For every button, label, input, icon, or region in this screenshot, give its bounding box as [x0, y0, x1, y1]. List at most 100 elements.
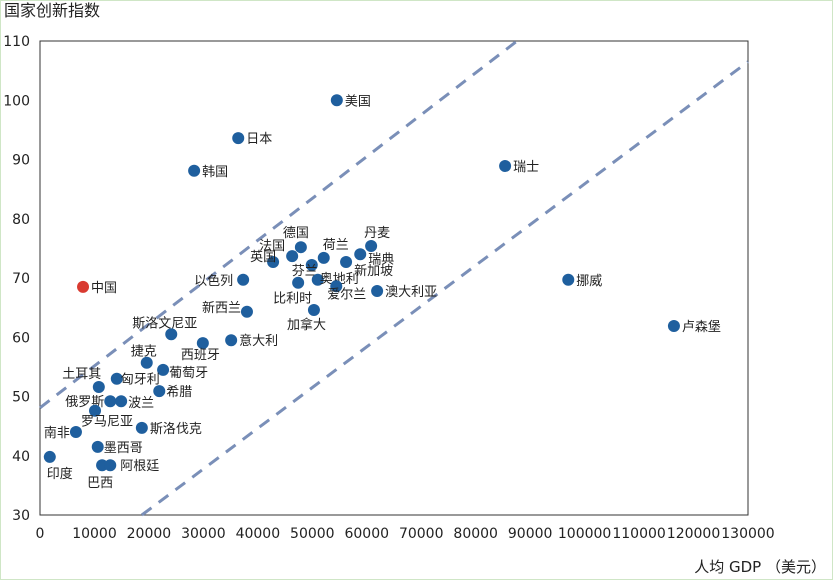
point-label: 芬兰 — [292, 264, 318, 279]
data-point: 德国 — [283, 226, 309, 254]
point-marker — [267, 256, 280, 269]
x-tick-label: 20000 — [127, 526, 172, 542]
data-point: 英国 — [250, 250, 299, 265]
data-point: 土耳其 — [62, 367, 105, 394]
data-point: 澳大利亚 — [371, 284, 437, 300]
point-marker — [153, 385, 166, 398]
data-point: 美国 — [330, 94, 371, 109]
point-label: 丹麦 — [364, 226, 390, 241]
point-marker — [232, 132, 245, 145]
point-label: 德国 — [283, 226, 309, 241]
point-label: 墨西哥 — [104, 441, 143, 456]
x-tick-label: 50000 — [290, 526, 335, 542]
point-marker — [292, 276, 305, 289]
point-label: 葡萄牙 — [169, 366, 208, 381]
point-label: 卢森堡 — [682, 319, 721, 335]
point-label: 荷兰 — [323, 238, 349, 253]
data-point: 挪威 — [562, 273, 602, 289]
data-point: 韩国 — [188, 164, 228, 180]
data-point: 以色列 — [194, 273, 250, 289]
point-marker — [115, 395, 128, 408]
point-label: 南非 — [44, 425, 70, 441]
y-tick-label: 90 — [12, 153, 30, 169]
y-tick-label: 50 — [12, 390, 30, 406]
data-point: 西班牙 — [181, 337, 220, 363]
point-marker — [140, 356, 153, 369]
point-label: 瑞典 — [368, 252, 394, 267]
point-label: 巴西 — [87, 476, 113, 491]
data-point: 日本 — [232, 132, 272, 147]
data-point: 波兰 — [115, 395, 154, 411]
point-label: 斯洛伐克 — [150, 422, 202, 437]
point-marker — [240, 305, 253, 318]
data-point: 瑞士 — [499, 160, 539, 175]
y-tick-label: 80 — [12, 212, 30, 228]
data-point: 匈牙利 — [110, 372, 160, 388]
x-tick-label: 90000 — [508, 526, 553, 542]
x-axis-title: 人均 GDP （美元） — [694, 558, 826, 576]
point-marker — [91, 440, 104, 453]
point-marker — [92, 381, 105, 394]
x-tick-label: 100000 — [558, 526, 611, 542]
point-marker — [225, 334, 238, 347]
point-marker — [157, 363, 170, 376]
point-label: 波兰 — [128, 396, 154, 411]
data-point: 捷克 — [131, 345, 157, 369]
data-point: 奥地利 — [311, 272, 359, 287]
y-tick-label: 30 — [12, 508, 30, 524]
point-marker — [110, 372, 123, 385]
point-marker — [317, 251, 330, 264]
data-point: 比利时 — [273, 276, 312, 307]
point-marker — [371, 285, 384, 298]
x-tick-label: 80000 — [453, 526, 498, 542]
point-marker — [562, 273, 575, 286]
point-marker — [188, 164, 201, 177]
data-point: 丹麦 — [364, 226, 390, 253]
x-tick-label: 10000 — [72, 526, 117, 542]
x-tick-label: 60000 — [344, 526, 389, 542]
x-tick-label: 110000 — [612, 526, 665, 542]
point-marker — [667, 319, 680, 332]
x-tick-label: 0 — [36, 526, 45, 542]
point-label: 挪威 — [576, 274, 602, 289]
point-label: 澳大利亚 — [385, 284, 437, 300]
data-point: 南非 — [44, 425, 82, 441]
data-point: 中国 — [77, 280, 117, 296]
point-marker — [340, 256, 353, 269]
point-marker — [77, 280, 90, 293]
y-tick-label: 70 — [12, 271, 30, 287]
point-marker — [165, 328, 178, 341]
x-tick-label: 40000 — [236, 526, 281, 542]
data-point: 芬兰 — [292, 258, 318, 279]
x-tick-label: 30000 — [181, 526, 226, 542]
data-point: 意大利 — [225, 333, 278, 349]
point-marker — [237, 273, 250, 286]
data-point: 新西兰 — [202, 300, 253, 318]
point-label: 罗马尼亚 — [81, 415, 133, 430]
point-label: 中国 — [91, 281, 117, 296]
point-label: 英国 — [250, 250, 276, 265]
data-point: 罗马尼亚 — [81, 404, 133, 430]
data-point: 斯洛文尼亚 — [132, 316, 197, 341]
point-label: 美国 — [345, 94, 371, 109]
point-marker — [354, 248, 367, 261]
y-axis-title: 国家创新指数 — [4, 1, 100, 20]
point-marker — [135, 421, 148, 434]
point-label: 希腊 — [166, 385, 192, 400]
x-tick-label: 120000 — [667, 526, 720, 542]
point-label: 比利时 — [273, 292, 312, 307]
point-marker — [499, 160, 512, 173]
point-label: 法国 — [259, 239, 285, 254]
point-marker — [330, 280, 343, 293]
data-point: 阿根廷 — [104, 459, 159, 474]
data-point: 印度 — [43, 450, 73, 482]
data-point: 墨西哥 — [91, 440, 143, 456]
data-point: 瑞典 — [354, 248, 394, 267]
point-label: 西班牙 — [181, 348, 220, 363]
y-tick-label: 40 — [12, 449, 30, 465]
data-point: 斯洛伐克 — [135, 421, 202, 437]
point-marker — [43, 450, 56, 463]
y-tick-label: 100 — [3, 93, 30, 109]
point-marker — [196, 337, 209, 350]
point-marker — [307, 303, 320, 316]
